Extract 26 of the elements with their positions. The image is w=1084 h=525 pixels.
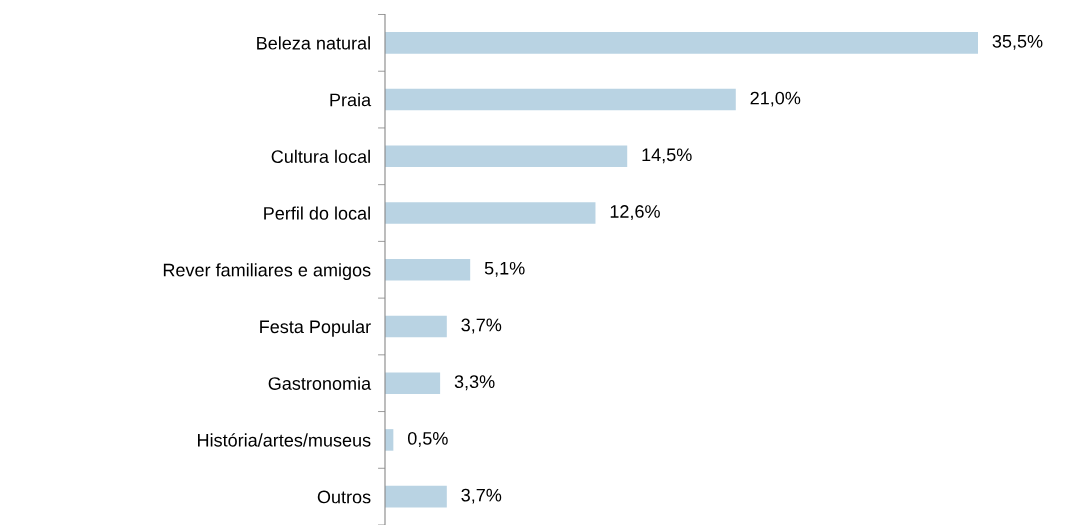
bar — [385, 372, 441, 394]
bar — [385, 315, 447, 338]
data-label: 3,7% — [461, 318, 502, 334]
y-tick-label: Perfil do local — [264, 206, 370, 220]
data-label: 14,5% — [642, 148, 692, 164]
data-label: 0,5% — [407, 431, 448, 447]
bar — [385, 145, 628, 168]
data-label: 35,5% — [992, 34, 1043, 50]
y-tick-label: Rever familiares e amigos — [163, 263, 371, 281]
bar — [385, 88, 736, 111]
data-label: 5,1% — [484, 261, 525, 277]
bar — [385, 202, 596, 224]
y-tick-label: Outros — [317, 490, 371, 504]
y-tick-label: Festa Popular — [260, 319, 371, 337]
data-label: 12,6% — [610, 205, 660, 221]
y-tick-label: Praia — [330, 93, 372, 107]
y-tick-label: História/artes/museus — [198, 433, 371, 447]
data-label: 3,7% — [461, 488, 502, 504]
y-tick-label: Gastronomia — [268, 376, 372, 390]
bar — [385, 485, 447, 508]
bar — [385, 258, 471, 281]
data-label: 21,0% — [750, 91, 801, 107]
y-tick-label: Cultura local — [271, 149, 370, 164]
bar — [385, 32, 978, 54]
data-label: 3,3% — [454, 375, 495, 391]
y-tick-label: Beleza natural — [257, 36, 370, 50]
